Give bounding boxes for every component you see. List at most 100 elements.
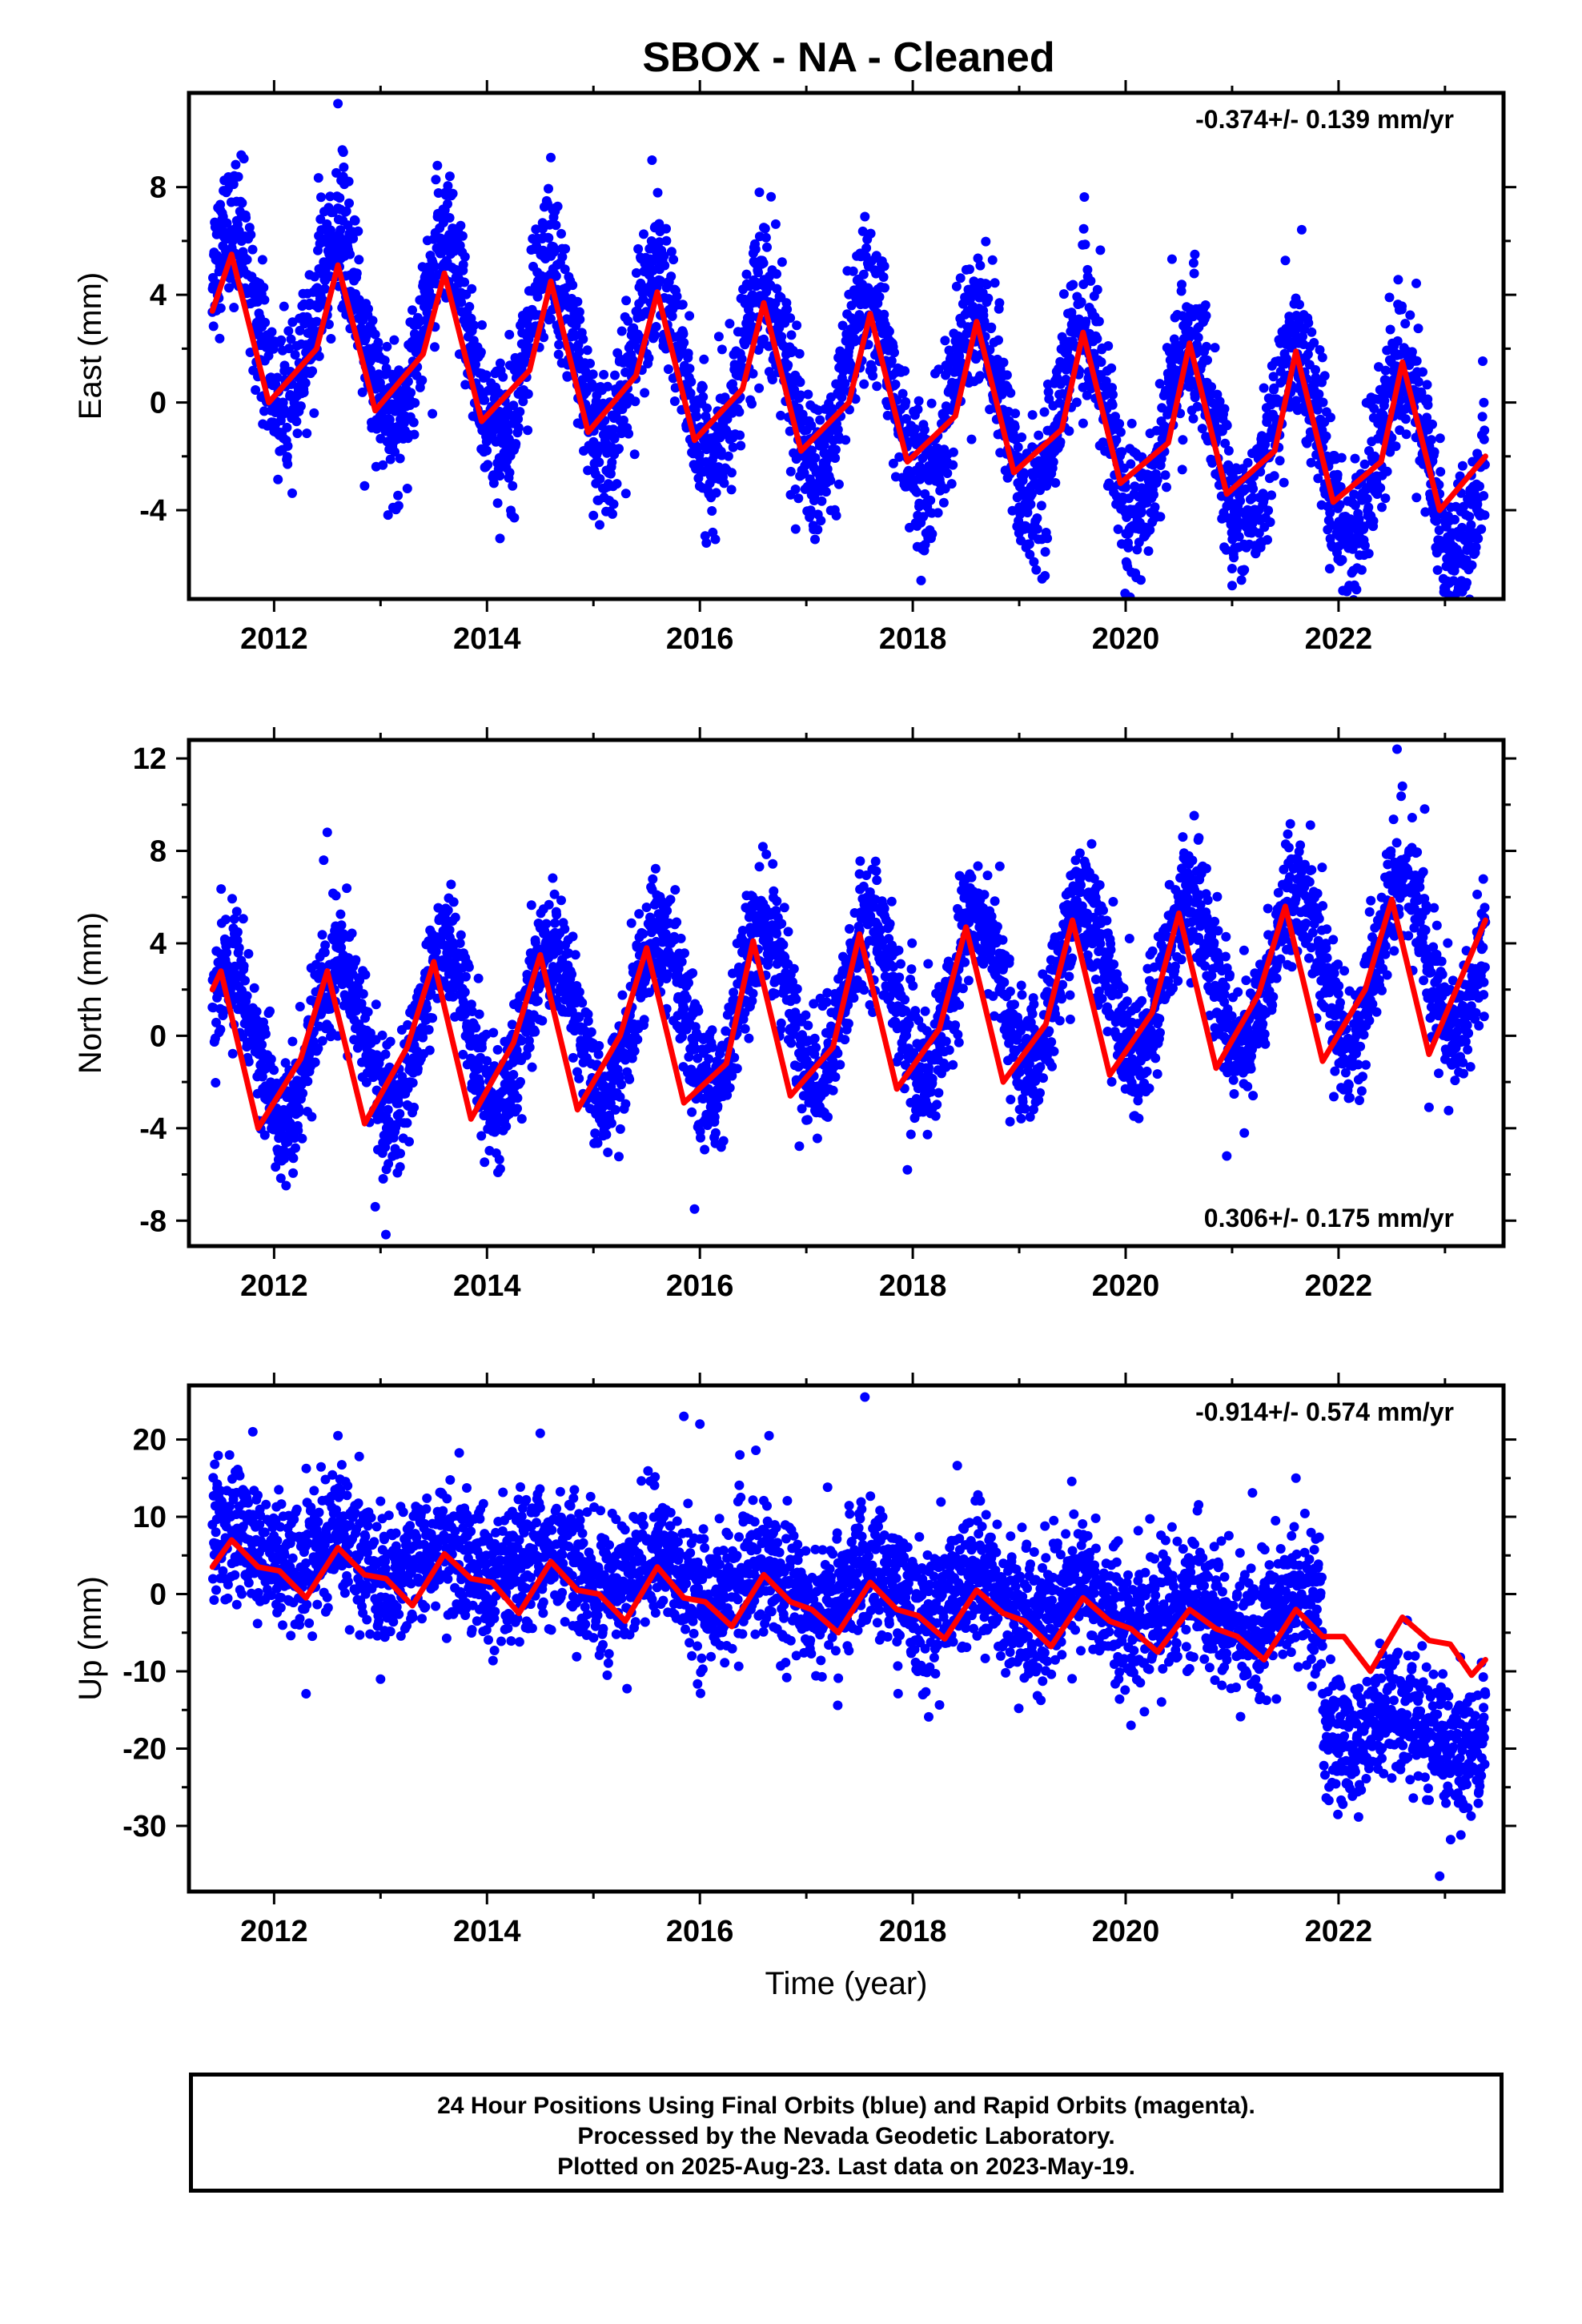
data-point <box>1103 341 1114 351</box>
data-point <box>508 400 519 411</box>
data-point <box>1476 524 1487 534</box>
y-tick-label: 8 <box>150 171 167 205</box>
data-point <box>408 305 417 316</box>
data-point <box>1480 425 1490 436</box>
data-point <box>409 1102 420 1112</box>
data-point <box>647 155 657 165</box>
data-point <box>1479 434 1489 444</box>
data-point <box>973 253 983 263</box>
data-point <box>291 1143 300 1153</box>
data-point <box>901 414 911 424</box>
data-point <box>488 1027 499 1038</box>
data-point <box>430 342 440 352</box>
data-point <box>294 1107 304 1117</box>
data-point <box>685 364 695 374</box>
data-point <box>228 179 239 190</box>
data-point <box>480 1157 490 1168</box>
data-point <box>448 188 458 199</box>
data-point <box>456 930 466 940</box>
data-point <box>317 1035 327 1046</box>
data-point <box>872 381 882 392</box>
data-point <box>284 344 294 354</box>
data-point <box>333 99 343 109</box>
data-point <box>897 388 908 399</box>
data-point <box>805 505 816 516</box>
data-point <box>1177 464 1187 475</box>
data-point <box>1040 547 1050 557</box>
data-point <box>1471 542 1481 553</box>
data-point <box>240 975 250 986</box>
data-point <box>874 292 885 302</box>
data-point <box>831 510 841 521</box>
data-point <box>216 884 227 895</box>
data-point <box>1027 410 1038 420</box>
data-point <box>1215 396 1225 407</box>
data-point <box>1391 441 1401 452</box>
data-point <box>609 433 620 444</box>
data-point <box>231 159 241 170</box>
data-point <box>1018 468 1029 478</box>
data-point <box>531 224 541 235</box>
data-point <box>1423 400 1433 410</box>
data-point <box>1313 473 1323 484</box>
data-point <box>495 471 505 481</box>
data-point <box>833 479 844 489</box>
x-tick-label: 2018 <box>879 622 947 656</box>
data-point <box>257 1039 267 1050</box>
data-point <box>1106 363 1117 373</box>
data-point <box>713 332 724 342</box>
data-point <box>1335 500 1345 510</box>
data-point <box>259 283 269 292</box>
data-point <box>473 973 484 983</box>
data-point <box>699 354 709 364</box>
data-point <box>354 255 364 265</box>
data-point <box>865 228 876 239</box>
data-point <box>1478 356 1488 366</box>
data-point <box>1385 447 1395 457</box>
data-point <box>965 264 974 275</box>
data-point <box>460 251 470 262</box>
data-point <box>1248 484 1259 494</box>
data-point <box>1263 505 1274 516</box>
data-point <box>498 372 508 382</box>
data-point <box>986 322 997 332</box>
data-point <box>748 368 758 379</box>
data-point <box>1040 571 1050 581</box>
y-tick-label: -4 <box>139 494 167 528</box>
data-point <box>229 303 239 312</box>
data-point <box>685 311 695 321</box>
data-point <box>383 1104 393 1115</box>
data-point <box>231 907 242 917</box>
data-point <box>638 294 648 304</box>
data-point <box>1459 501 1468 512</box>
data-point <box>910 424 921 434</box>
data-point <box>541 919 552 929</box>
data-point <box>1064 426 1074 436</box>
data-point <box>1002 370 1012 380</box>
data-point <box>785 313 796 324</box>
data-point <box>526 900 536 911</box>
data-point <box>630 396 640 407</box>
data-point <box>951 281 962 292</box>
data-point <box>1400 319 1411 329</box>
data-point <box>281 1180 291 1191</box>
data-point <box>307 1112 317 1122</box>
data-point <box>1400 414 1411 424</box>
data-point <box>1420 507 1431 517</box>
data-point <box>537 1015 548 1026</box>
data-point <box>767 375 777 384</box>
data-point <box>371 999 381 1010</box>
data-point <box>1160 470 1170 480</box>
data-point <box>286 334 296 344</box>
data-point <box>1092 284 1102 295</box>
data-point <box>432 160 443 171</box>
data-point <box>408 417 419 428</box>
data-point <box>249 983 259 993</box>
data-point <box>357 387 367 397</box>
data-point <box>845 360 856 370</box>
data-point <box>1369 404 1379 414</box>
data-point <box>1136 506 1146 517</box>
data-point <box>1166 254 1177 264</box>
